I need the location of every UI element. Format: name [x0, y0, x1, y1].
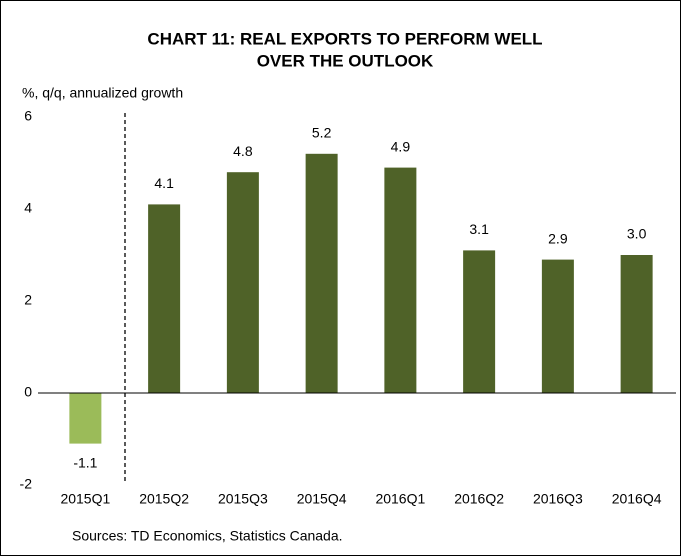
x-tick-label: 2015Q3: [218, 491, 268, 507]
bar: [305, 153, 338, 393]
chart-title: CHART 11: REAL EXPORTS TO PERFORM WELL: [147, 29, 542, 48]
y-tick-label: 6: [24, 108, 32, 124]
x-tick-label: 2016Q2: [454, 491, 504, 507]
y-tick-label: 0: [24, 384, 32, 400]
bar: [226, 172, 259, 393]
bar: [148, 204, 181, 393]
bar: [620, 255, 653, 393]
bar: [69, 393, 102, 444]
x-tick-label: 2015Q4: [297, 491, 347, 507]
x-tick-label: 2016Q1: [375, 491, 425, 507]
source-note: Sources: TD Economics, Statistics Canada…: [72, 528, 343, 544]
x-tick-label: 2015Q2: [139, 491, 189, 507]
data-label: 2.9: [548, 230, 568, 246]
data-label: 4.9: [391, 138, 411, 154]
data-label: 3.1: [469, 221, 489, 237]
x-tick-label: 2016Q3: [533, 491, 583, 507]
chart-title: OVER THE OUTLOOK: [257, 51, 434, 70]
data-label: 4.1: [154, 175, 174, 191]
y-tick-label: -2: [20, 476, 33, 492]
bar: [384, 167, 417, 393]
data-label: 3.0: [627, 226, 647, 242]
bar: [541, 259, 574, 393]
bar: [463, 250, 496, 393]
y-tick-label: 4: [24, 200, 32, 216]
y-axis-label: %, q/q, annualized growth: [22, 85, 183, 101]
y-tick-label: 2: [24, 292, 32, 308]
data-label: 4.8: [233, 143, 253, 159]
data-label: -1.1: [73, 454, 97, 470]
x-tick-label: 2015Q1: [60, 491, 110, 507]
data-label: 5.2: [312, 125, 332, 141]
x-tick-label: 2016Q4: [612, 491, 662, 507]
